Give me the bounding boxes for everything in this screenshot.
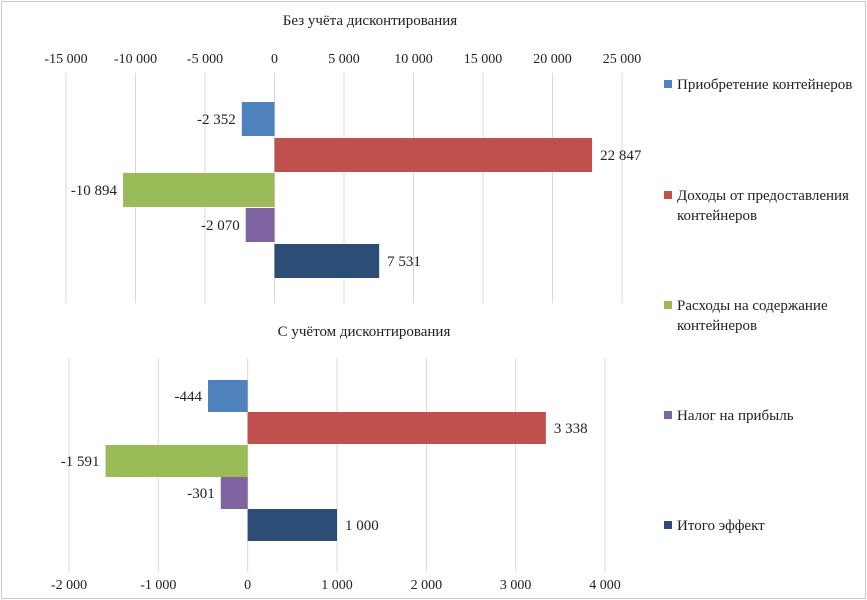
undiscounted-bar-2 [274, 138, 593, 172]
undiscounted-bar-4 [245, 208, 275, 242]
undiscounted-tick-label: -5 000 [187, 52, 223, 67]
undiscounted-data-label: -10 894 [71, 183, 118, 199]
discounted-tick-label: -1 000 [140, 578, 176, 593]
legend-label: Налог на прибыль [677, 408, 794, 424]
undiscounted-tick-label: -15 000 [44, 52, 87, 67]
legend-item-tax: Налог на прибыль [664, 406, 864, 426]
undiscounted-chart-title: Без учёта дисконтирования [283, 13, 458, 29]
legend-swatch [664, 411, 672, 419]
discounted-data-label: -301 [187, 486, 215, 502]
discounted-data-label: 1 000 [345, 518, 379, 534]
undiscounted-tick-label: 0 [271, 52, 278, 67]
undiscounted-data-label: 7 531 [387, 254, 421, 270]
undiscounted-bar-1 [241, 102, 275, 136]
undiscounted-tick-label: 10 000 [394, 52, 433, 67]
legend-item-maintenance: Расходы на содержание контейнеров [664, 296, 864, 336]
undiscounted-tick-label: 5 000 [328, 52, 360, 67]
undiscounted-tick-label: -10 000 [114, 52, 157, 67]
legend-label: Доходы от предоставления контейнеров [677, 188, 849, 224]
discounted-tick-label: 2 000 [411, 578, 443, 593]
legend-label: Приобретение контейнеров [677, 77, 853, 93]
discounted-tick-label: 3 000 [500, 578, 532, 593]
undiscounted-data-label: 22 847 [600, 148, 642, 164]
undiscounted-bar-3 [123, 173, 275, 207]
discounted-tick-label: -2 000 [51, 578, 87, 593]
discounted-data-label: -1 591 [61, 454, 100, 470]
undiscounted-tick-label: 25 000 [603, 52, 642, 67]
legend-label: Расходы на содержание контейнеров [677, 298, 828, 334]
discounted-bar-1 [208, 380, 248, 412]
undiscounted-tick-label: 15 000 [464, 52, 503, 67]
legend-item-revenue: Доходы от предоставления контейнеров [664, 186, 864, 226]
discounted-data-label: 3 338 [554, 421, 588, 437]
legend-swatch [664, 521, 672, 529]
undiscounted-tick-label: 20 000 [533, 52, 572, 67]
legend-item-total: Итого эффект [664, 516, 864, 536]
discounted-bar-3 [105, 445, 248, 477]
legend-label: Итого эффект [677, 518, 765, 534]
legend-swatch [664, 80, 672, 88]
undiscounted-data-label: -2 352 [197, 112, 236, 128]
discounted-chart-title: С учётом дисконтирования [278, 324, 451, 340]
discounted-bar-5 [247, 509, 337, 541]
legend-swatch [664, 191, 672, 199]
discounted-tick-label: 1 000 [321, 578, 353, 593]
discounted-tick-label: 0 [244, 578, 251, 593]
legend-swatch [664, 301, 672, 309]
discounted-bar-2 [247, 412, 546, 444]
discounted-data-label: -444 [175, 389, 203, 405]
discounted-bar-4 [220, 477, 248, 509]
discounted-tick-label: 4 000 [589, 578, 621, 593]
legend-item-acquisition: Приобретение контейнеров [664, 75, 864, 95]
undiscounted-data-label: -2 070 [201, 218, 240, 234]
legend: Приобретение контейнеров Доходы от предо… [664, 0, 864, 600]
undiscounted-bar-5 [274, 244, 380, 278]
